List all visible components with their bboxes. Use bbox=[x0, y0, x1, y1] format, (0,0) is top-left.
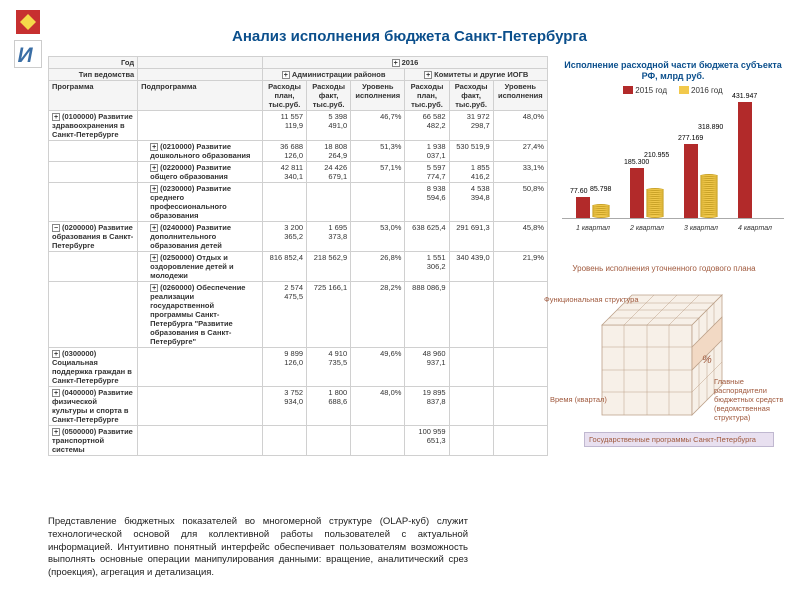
cube-axis-func: Функциональная структура bbox=[544, 295, 639, 304]
expand-icon[interactable]: + bbox=[52, 428, 60, 436]
expand-icon[interactable]: + bbox=[424, 71, 432, 79]
cube-axis-time: Время (квартал) bbox=[550, 395, 607, 404]
cube-axis-prog: Государственные программы Санкт-Петербур… bbox=[584, 432, 774, 447]
expand-icon[interactable]: + bbox=[282, 71, 290, 79]
expand-icon[interactable]: + bbox=[150, 164, 158, 172]
expand-icon[interactable]: + bbox=[150, 254, 158, 262]
th-program: Программа bbox=[49, 81, 138, 111]
expand-icon[interactable]: + bbox=[52, 113, 60, 121]
olap-cube-diagram: Уровень исполнения уточненного годового … bbox=[544, 264, 784, 464]
expand-icon[interactable]: + bbox=[150, 284, 158, 292]
pivot-table: Год +2016 Тип ведомства +Администрации р… bbox=[48, 56, 548, 456]
expand-icon[interactable]: + bbox=[150, 185, 158, 193]
svg-text:%: % bbox=[702, 354, 712, 366]
cube-title: Уровень исполнения уточненного годового … bbox=[544, 264, 784, 273]
cube-axis-grbs: Главные распорядители бюджетных средств … bbox=[714, 377, 784, 422]
chart-title: Исполнение расходной части бюджета субъе… bbox=[562, 60, 784, 82]
bar-chart: Исполнение расходной части бюджета субъе… bbox=[562, 60, 784, 246]
expand-icon[interactable]: + bbox=[52, 350, 60, 358]
page-title: Анализ исполнения бюджета Санкт-Петербур… bbox=[232, 28, 587, 45]
th-subprogram: Подпрограмма bbox=[138, 81, 263, 111]
svg-text:И: И bbox=[18, 44, 34, 67]
expand-icon[interactable]: + bbox=[52, 389, 60, 397]
spb-emblem bbox=[14, 8, 42, 36]
expand-icon[interactable]: − bbox=[52, 224, 60, 232]
expand-icon[interactable]: + bbox=[150, 143, 158, 151]
th-year: Год bbox=[49, 57, 138, 69]
description-text: Представление бюджетных показателей во м… bbox=[48, 516, 468, 580]
app-logo: И bbox=[14, 40, 42, 68]
expand-icon[interactable]: + bbox=[392, 59, 400, 67]
expand-icon[interactable]: + bbox=[150, 224, 158, 232]
th-vedomstvo: Тип ведомства bbox=[49, 69, 138, 81]
